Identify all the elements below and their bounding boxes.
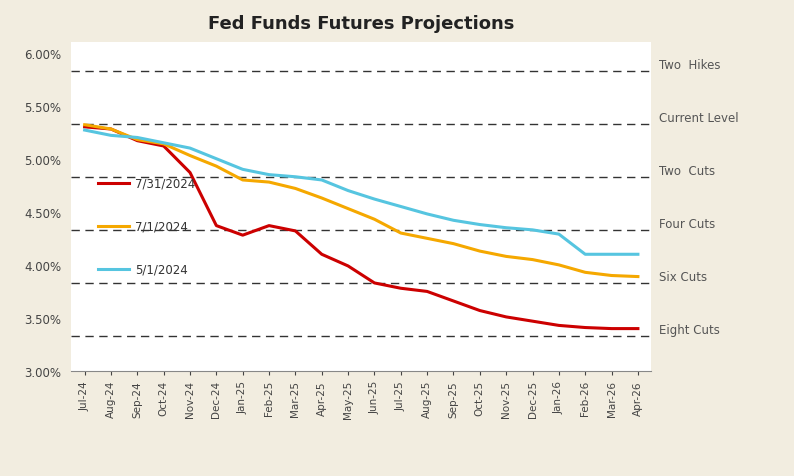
Text: Current Level: Current Level [659,111,739,124]
Text: Two  Hikes: Two Hikes [659,59,721,71]
Text: 7/31/2024: 7/31/2024 [135,178,195,190]
Text: Four Cuts: Four Cuts [659,218,715,230]
Title: Fed Funds Futures Projections: Fed Funds Futures Projections [208,15,515,33]
Text: Eight Cuts: Eight Cuts [659,323,720,337]
Text: Two  Cuts: Two Cuts [659,164,715,178]
Text: 7/1/2024: 7/1/2024 [135,220,188,233]
Text: Six Cuts: Six Cuts [659,270,707,283]
Text: 5/1/2024: 5/1/2024 [135,263,188,276]
